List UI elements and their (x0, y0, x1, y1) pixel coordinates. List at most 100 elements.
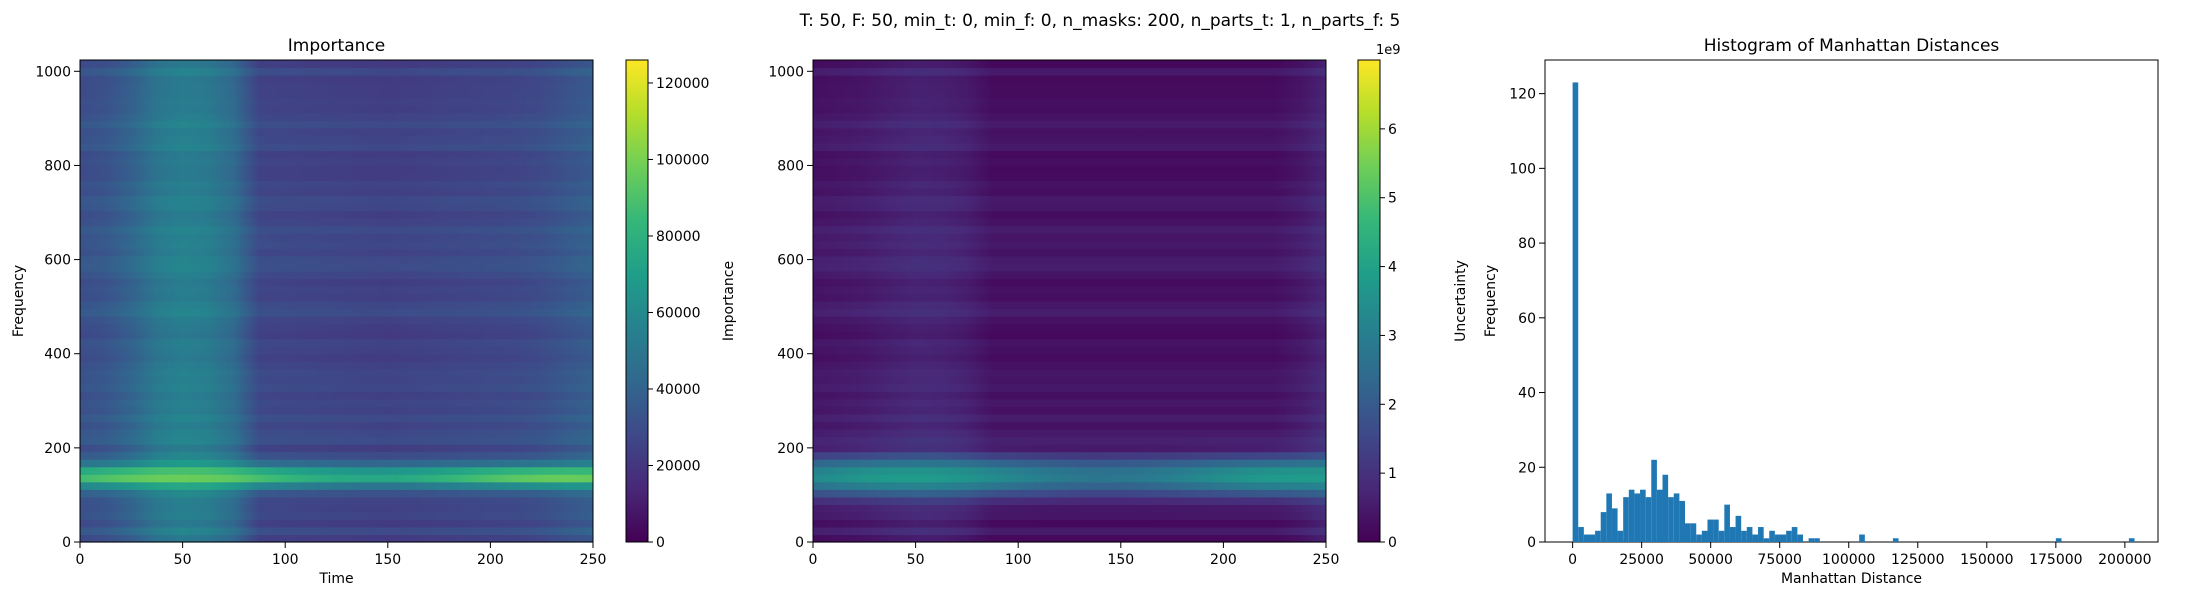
histogram-bar (1786, 530, 1792, 542)
uncertainty-heatmap-row (813, 97, 1326, 106)
uncertainty-heatmap-row (813, 466, 1326, 475)
importance-heatmap-row (80, 413, 593, 423)
uncertainty-colorbar-tick-label: 2 (1388, 397, 1397, 413)
uncertainty-colorbar-tick-label: 4 (1388, 260, 1397, 276)
histogram-ylabel: Frequency (1483, 265, 1499, 337)
importance-heatmap-row (80, 376, 593, 385)
importance-heatmap-row (80, 383, 593, 392)
uncertainty-heatmap-row (813, 270, 1326, 280)
uncertainty-heatmap-row (813, 255, 1326, 264)
histogram-bar (1685, 523, 1691, 542)
uncertainty-heatmap-row (813, 285, 1326, 295)
figure-suptitle: T: 50, F: 50, min_t: 0, min_f: 0, n_mask… (799, 11, 1401, 31)
histogram-bar (1746, 527, 1753, 542)
uncertainty-x-tick-label: 200 (1210, 552, 1237, 568)
importance-x-tick-label: 200 (477, 552, 504, 568)
histogram-bar (1752, 534, 1759, 542)
uncertainty-colorbar-label: Uncertainty (1453, 260, 1469, 342)
importance-heatmap-row (80, 203, 593, 212)
importance-heatmap-row (80, 406, 593, 415)
uncertainty-heatmap-row (813, 353, 1326, 362)
histogram-y-tick-label: 0 (1527, 535, 1536, 551)
importance-colorbar-tick-label: 120000 (656, 76, 709, 92)
uncertainty-heatmap-row (813, 338, 1326, 347)
uncertainty-x-tick-label: 100 (1005, 552, 1032, 568)
histogram-bar (1769, 530, 1775, 542)
histogram-bar (1791, 527, 1798, 542)
importance-ylabel: Frequency (11, 265, 27, 337)
importance-heatmap-row (80, 368, 593, 377)
uncertainty-x-tick-label: 250 (1313, 552, 1340, 568)
importance-colorbar-tick-label: 80000 (656, 229, 701, 245)
histogram-x-tick-label: 75000 (1757, 552, 1802, 568)
uncertainty-heatmap-row (813, 459, 1326, 468)
uncertainty-y-tick-label: 400 (777, 347, 804, 363)
histogram-bar (1572, 82, 1579, 543)
uncertainty-heatmap-row (813, 180, 1326, 189)
histogram-bar (1735, 515, 1742, 542)
histogram-bar (1583, 534, 1590, 542)
importance-heatmap-row (80, 474, 593, 483)
uncertainty-heatmap-row (813, 308, 1326, 317)
histogram-bar (1701, 530, 1708, 542)
uncertainty-heatmap-row (813, 376, 1326, 385)
histogram-bar (1758, 527, 1764, 542)
histogram-bar (2055, 538, 2062, 542)
importance-heatmap-row (80, 172, 593, 182)
uncertainty-heatmap-row (813, 496, 1326, 505)
importance-heatmap-row (80, 421, 593, 430)
uncertainty-heatmap-row (813, 361, 1326, 370)
importance-y-tick-label: 1000 (35, 64, 71, 80)
histogram-bar (1640, 489, 1646, 542)
histogram-bar (1741, 530, 1747, 542)
histogram-x-tick-label: 100000 (1822, 552, 1875, 568)
histogram-bar (1780, 534, 1787, 542)
uncertainty-colorbar-tick-label: 3 (1388, 328, 1397, 344)
histogram-bar (1595, 530, 1601, 542)
histogram-bar (1589, 534, 1596, 542)
importance-heatmap-row (80, 142, 593, 151)
importance-heatmap-row (80, 97, 593, 106)
histogram-bar (1859, 534, 1865, 542)
importance-heatmap-row (80, 75, 593, 84)
uncertainty-heatmap-row (813, 112, 1326, 121)
histogram-y-tick-label: 80 (1518, 236, 1536, 252)
uncertainty-x-tick-label: 0 (809, 552, 818, 568)
histogram-x-tick-label: 25000 (1619, 552, 1664, 568)
uncertainty-heatmap-row (813, 406, 1326, 415)
uncertainty-heatmap-row (813, 323, 1326, 332)
importance-heatmap-row (80, 135, 593, 144)
uncertainty-colorbar-offset-text: 1e9 (1376, 43, 1401, 58)
importance-heatmap-row (80, 195, 593, 204)
uncertainty-heatmap-row (813, 278, 1326, 287)
importance-heatmap-row (80, 353, 593, 362)
histogram-bar (1628, 489, 1635, 542)
uncertainty-x-tick-label: 50 (907, 552, 925, 568)
uncertainty-heatmap-row (813, 451, 1326, 460)
importance-heatmap-row (80, 293, 593, 302)
importance-heatmap-row (80, 255, 593, 264)
uncertainty-heatmap-row (813, 504, 1326, 513)
histogram-frame (1544, 59, 2159, 543)
histogram-bar (1623, 497, 1629, 542)
importance-heatmap-row (80, 157, 593, 167)
uncertainty-heatmap-row (813, 240, 1326, 249)
histogram-xlabel: Manhattan Distance (1781, 571, 1922, 587)
uncertainty-colorbar (1357, 59, 1381, 543)
uncertainty-heatmap-row (813, 225, 1326, 234)
histogram-bar (1713, 519, 1719, 542)
uncertainty-y-tick-label: 800 (777, 158, 804, 174)
uncertainty-heatmap-row (813, 82, 1326, 91)
importance-heatmap-row (80, 391, 593, 400)
importance-heatmap-row (80, 526, 593, 536)
importance-heatmap-row (80, 519, 593, 528)
uncertainty-heatmap-row (813, 157, 1326, 167)
uncertainty-heatmap-row (813, 511, 1326, 521)
importance-heatmap-row (80, 301, 593, 310)
uncertainty-heatmap-row (813, 534, 1326, 543)
uncertainty-heatmap-row (813, 481, 1326, 490)
uncertainty-heatmap-row (813, 263, 1326, 272)
importance-colorbar-label: Importance (721, 261, 737, 341)
histogram-y-tick-label: 20 (1518, 460, 1536, 476)
